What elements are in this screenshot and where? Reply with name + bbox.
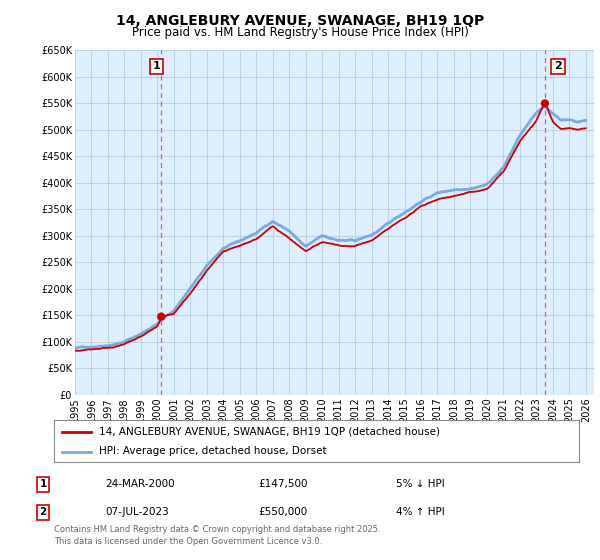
Text: Price paid vs. HM Land Registry's House Price Index (HPI): Price paid vs. HM Land Registry's House … bbox=[131, 26, 469, 39]
Text: 5% ↓ HPI: 5% ↓ HPI bbox=[396, 479, 445, 489]
Text: Contains HM Land Registry data © Crown copyright and database right 2025.
This d: Contains HM Land Registry data © Crown c… bbox=[54, 525, 380, 546]
Text: £550,000: £550,000 bbox=[258, 507, 307, 517]
Point bbox=[540, 99, 550, 108]
Point bbox=[157, 312, 166, 321]
Text: 24-MAR-2000: 24-MAR-2000 bbox=[105, 479, 175, 489]
Text: HPI: Average price, detached house, Dorset: HPI: Average price, detached house, Dors… bbox=[98, 446, 326, 456]
Text: 1: 1 bbox=[40, 479, 47, 489]
Text: 2: 2 bbox=[554, 61, 562, 71]
Text: 2: 2 bbox=[40, 507, 47, 517]
Text: 4% ↑ HPI: 4% ↑ HPI bbox=[396, 507, 445, 517]
Text: £147,500: £147,500 bbox=[258, 479, 308, 489]
Text: 14, ANGLEBURY AVENUE, SWANAGE, BH19 1QP (detached house): 14, ANGLEBURY AVENUE, SWANAGE, BH19 1QP … bbox=[98, 427, 440, 437]
Text: 1: 1 bbox=[152, 61, 160, 71]
Text: 14, ANGLEBURY AVENUE, SWANAGE, BH19 1QP: 14, ANGLEBURY AVENUE, SWANAGE, BH19 1QP bbox=[116, 14, 484, 28]
Text: 07-JUL-2023: 07-JUL-2023 bbox=[105, 507, 169, 517]
